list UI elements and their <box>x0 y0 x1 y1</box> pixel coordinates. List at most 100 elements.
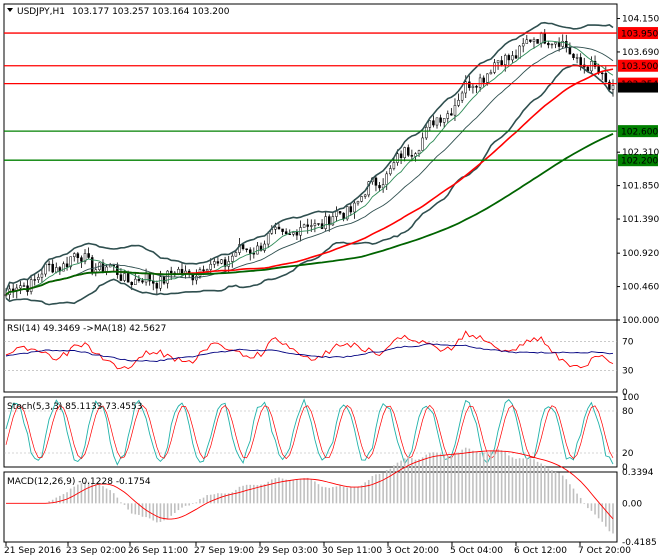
candle-body <box>518 45 521 59</box>
candle-body <box>80 257 83 262</box>
candle-body <box>266 233 270 245</box>
candle-body <box>252 253 256 255</box>
time-tick-label-2: 26 Sep 11:00 <box>128 546 188 556</box>
candle-body <box>292 232 295 235</box>
level-label-0: 103.950 <box>621 30 658 40</box>
candle-body <box>410 155 414 157</box>
candle-body <box>220 259 223 264</box>
candle-body <box>231 255 234 262</box>
candle-body <box>331 216 335 226</box>
rsi-tick-2: 0 <box>622 388 628 398</box>
candle-body <box>123 273 126 281</box>
candle-body <box>500 60 503 66</box>
macd-signal-line <box>6 450 614 520</box>
candle-body <box>414 153 417 157</box>
stoch-main-line <box>5 398 614 466</box>
level-tag-1 <box>618 59 658 72</box>
candle-body <box>324 216 327 229</box>
time-tick-label-3: 27 Sep 19:00 <box>194 546 254 556</box>
candle-body <box>453 105 457 116</box>
ma-fast-line <box>5 40 614 296</box>
candle-body <box>503 55 507 66</box>
candle-body <box>213 261 216 265</box>
candle-body <box>417 150 421 154</box>
candle-body <box>532 39 536 42</box>
candle-body <box>295 232 299 236</box>
candle-body <box>471 85 475 88</box>
time-tick-label-5: 30 Sep 11:00 <box>322 546 382 556</box>
candle-body <box>19 285 22 289</box>
time-tick-label-8: 6 Oct 12:00 <box>514 546 567 556</box>
candle-body <box>159 276 162 289</box>
macd-tick-1: 0.00 <box>622 499 642 509</box>
candle-body <box>144 273 148 283</box>
candle-body <box>521 43 525 47</box>
chart-menu-arrow-icon <box>7 8 13 12</box>
macd-title: MACD(12,26,9) -0.1228 -0.1754 <box>7 477 151 487</box>
level-tag-3 <box>618 125 658 138</box>
stoch-tick-1: 80 <box>622 407 634 417</box>
candle-body <box>166 270 169 284</box>
candle-body <box>241 244 245 250</box>
candle-body <box>55 267 58 273</box>
candle-body <box>428 120 432 128</box>
candle-body <box>238 244 241 253</box>
candle-body <box>399 153 403 158</box>
candle-body <box>155 283 159 289</box>
candle-body <box>432 120 435 126</box>
candle-body <box>374 177 378 186</box>
candle-body <box>493 62 496 73</box>
candle-body <box>572 53 575 58</box>
candle-body <box>529 39 532 42</box>
candle-body <box>180 268 184 274</box>
candle-body <box>403 147 406 158</box>
candle-body <box>281 228 284 232</box>
time-tick-label-9: 7 Oct 20:00 <box>578 546 631 556</box>
candle-body <box>342 212 345 220</box>
rsi-tick-0: 70 <box>622 338 634 348</box>
candle-body <box>424 127 428 139</box>
candle-body <box>338 211 342 214</box>
candle-body <box>539 33 543 44</box>
candle-body <box>245 248 248 251</box>
stoch-tick-2: 20 <box>622 449 634 459</box>
chart-ohlc-label: 103.177 103.257 103.164 103.200 <box>72 7 230 17</box>
candle-body <box>468 81 471 88</box>
candle-body <box>216 261 220 264</box>
candle-body <box>435 117 439 126</box>
candle-body <box>593 60 597 67</box>
price-tick-label-7: 100.000 <box>622 316 659 326</box>
candle-body <box>105 266 108 272</box>
candle-body <box>525 39 529 44</box>
candle-body <box>277 226 281 230</box>
candle-body <box>378 185 381 189</box>
ma-slow-line <box>5 132 614 296</box>
candle-body <box>137 278 141 281</box>
candle-body <box>223 259 227 267</box>
candle-body <box>328 216 331 226</box>
candle-body <box>69 256 72 268</box>
candle-body <box>353 202 356 213</box>
candle-body <box>514 55 518 59</box>
candle-body <box>37 276 40 281</box>
candle-body <box>130 281 133 285</box>
stoch-tick-0: 100 <box>622 393 639 403</box>
candle-body <box>608 81 611 90</box>
candle-body <box>302 224 306 228</box>
time-tick-label-7: 5 Oct 04:00 <box>450 546 503 556</box>
candle-body <box>116 265 119 275</box>
candle-body <box>101 262 105 272</box>
candle-body <box>554 42 557 45</box>
level-label-1: 103.500 <box>621 62 658 72</box>
candle-body <box>579 57 582 66</box>
candle-body <box>496 60 500 64</box>
candle-body <box>611 85 615 90</box>
stoch-tick-3: 0 <box>622 463 628 473</box>
candle-body <box>442 118 446 123</box>
time-tick-label-6: 3 Oct 20:00 <box>386 546 439 556</box>
candle-body <box>464 81 467 94</box>
candle-body <box>604 73 608 83</box>
candle-body <box>489 72 493 75</box>
candle-body <box>310 225 313 227</box>
chart-symbol-label: USDJPY,H1 <box>17 7 65 17</box>
